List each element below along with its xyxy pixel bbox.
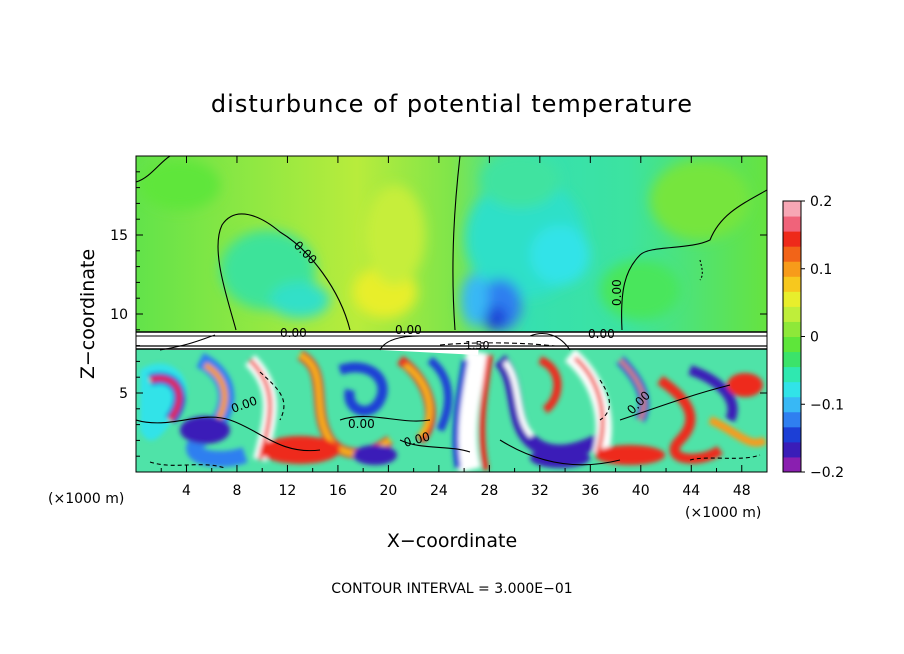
colorbar-segment [783, 201, 801, 217]
contour-label: 0.00 [348, 417, 375, 431]
plot-area: 0.00 0.00 0.00 0.00 0.00 0.00 0.00 0.00 … [136, 156, 767, 472]
y-tick-label: 5 [119, 386, 128, 402]
colorbar-segment [783, 456, 801, 473]
x-unit-right: (×1000 m) [685, 505, 761, 521]
colorbar-tick-label: 0.2 [810, 194, 832, 210]
x-tick-label: 24 [430, 483, 448, 499]
lower-field-patches [140, 348, 767, 472]
contour-label: 0.00 [402, 429, 431, 449]
x-tick-label: 12 [279, 483, 297, 499]
colorbar-segment [783, 426, 801, 443]
colorbar-segment [783, 366, 801, 383]
contour-label: 0.00 [610, 279, 624, 306]
x-tick-label: 32 [531, 483, 549, 499]
x-tick-label: 8 [232, 483, 241, 499]
colorbar-segment [783, 381, 801, 398]
colorbar-segment [783, 411, 801, 428]
colorbar-tick-label: 0 [810, 330, 819, 346]
y-tick-label: 15 [110, 228, 128, 244]
colorbar-tick-label: −0.1 [810, 397, 844, 413]
y-axis-title: Z−coordinate [77, 249, 99, 379]
colorbar-segment [783, 306, 801, 322]
colorbar-segment [783, 231, 801, 247]
contour-label: 1.50 [465, 339, 490, 352]
colorbar-segment [783, 321, 801, 337]
x-tick-label: 40 [632, 483, 650, 499]
colorbar-segment [783, 351, 801, 368]
colorbar [782, 200, 802, 473]
colorbar-segment [783, 396, 801, 413]
colorbar-tick-label: −0.2 [810, 465, 844, 481]
contour-interval-note: CONTOUR INTERVAL = 3.000E−01 [331, 581, 572, 597]
contour-lines [136, 156, 767, 469]
x-tick-label: 44 [682, 483, 700, 499]
colorbar-segment [783, 441, 801, 458]
upper-field-patches [140, 156, 750, 331]
x-tick-label: 16 [329, 483, 347, 499]
chart-title: disturbunce of potential temperature [211, 90, 693, 118]
x-tick-label: 20 [379, 483, 397, 499]
x-tick-label: 4 [182, 483, 191, 499]
x-tick-label: 28 [480, 483, 498, 499]
colorbar-segment [783, 291, 801, 307]
x-axis-title: X−coordinate [387, 530, 517, 552]
x-axis: 4 8 12 16 20 24 28 32 36 40 44 48 [160, 156, 751, 499]
colorbar-segment [783, 276, 801, 292]
contour-label: 0.00 [395, 323, 422, 337]
colorbar-axis: 0.2 0.1 0 −0.1 −0.2 [801, 194, 844, 481]
y-tick-label: 10 [110, 307, 128, 323]
contour-label: 0.00 [588, 327, 615, 341]
x-unit-left: (×1000 m) [48, 491, 124, 507]
x-tick-label: 36 [581, 483, 599, 499]
colorbar-segment [783, 336, 801, 353]
x-tick-label: 48 [733, 483, 751, 499]
colorbar-segment [783, 216, 801, 232]
colorbar-tick-label: 0.1 [810, 262, 832, 278]
y-axis: 5 10 15 [110, 171, 767, 457]
colorbar-segment [783, 261, 801, 277]
contour-label: 0.00 [280, 326, 307, 340]
colorbar-segment [783, 246, 801, 262]
